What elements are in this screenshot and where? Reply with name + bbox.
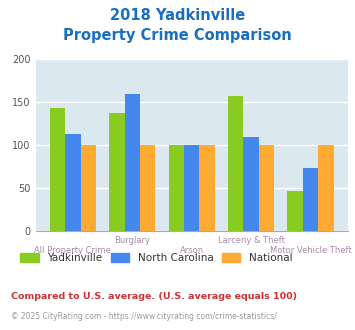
Bar (81, 145, 96, 231)
Bar (65, 134, 81, 231)
Text: 2018 Yadkinville: 2018 Yadkinville (110, 8, 245, 23)
Bar (200, 145, 215, 231)
Bar (50, 108, 65, 231)
Bar (109, 114, 125, 231)
Text: Compared to U.S. average. (U.S. average equals 100): Compared to U.S. average. (U.S. average … (11, 292, 297, 301)
Text: © 2025 CityRating.com - https://www.cityrating.com/crime-statistics/: © 2025 CityRating.com - https://www.city… (11, 312, 277, 321)
Bar (287, 191, 303, 231)
Bar (303, 168, 318, 231)
Bar (228, 96, 244, 231)
Bar (140, 145, 155, 231)
Bar (169, 145, 184, 231)
Legend: Yadkinville, North Carolina, National: Yadkinville, North Carolina, National (16, 249, 297, 267)
Bar (318, 145, 334, 231)
Bar (125, 94, 140, 231)
Bar (244, 138, 259, 231)
Bar (184, 145, 200, 231)
Text: Property Crime Comparison: Property Crime Comparison (63, 28, 292, 43)
Bar (259, 145, 274, 231)
